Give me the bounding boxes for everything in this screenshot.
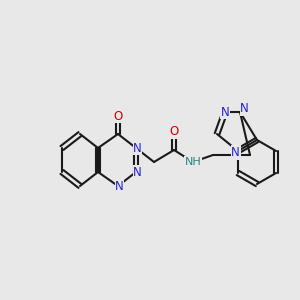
Text: N: N bbox=[231, 146, 240, 159]
Text: NH: NH bbox=[184, 157, 201, 167]
Text: O: O bbox=[113, 110, 123, 122]
Text: N: N bbox=[115, 179, 124, 193]
Text: N: N bbox=[240, 103, 249, 116]
Text: N: N bbox=[133, 166, 142, 178]
Text: O: O bbox=[169, 125, 178, 139]
Text: N: N bbox=[133, 142, 142, 154]
Text: N: N bbox=[220, 106, 230, 118]
